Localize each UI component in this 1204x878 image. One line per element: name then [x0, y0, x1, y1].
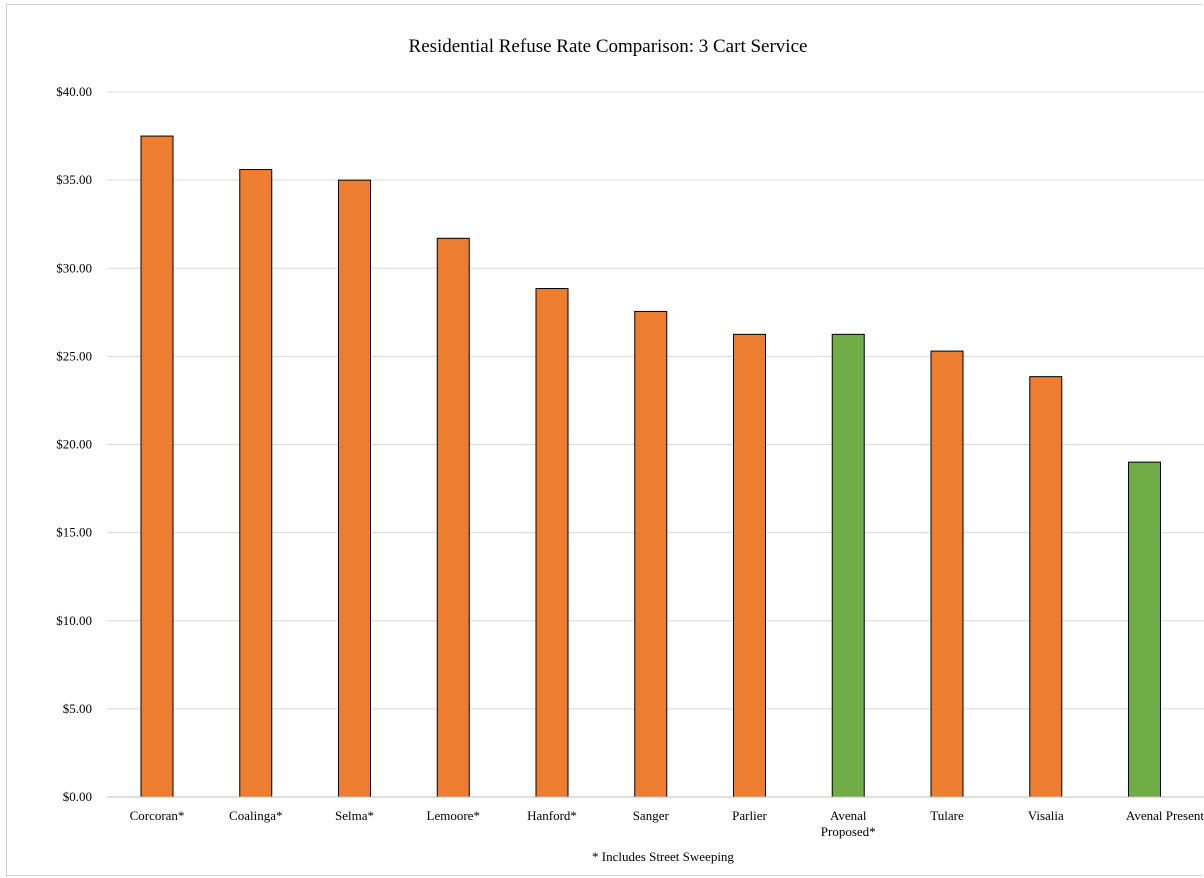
bar [634, 310, 668, 798]
bar [338, 179, 371, 798]
y-tick-label: $0.00 [63, 789, 92, 804]
bar [535, 288, 569, 798]
chart-footnote: * Includes Street Sweeping [592, 849, 734, 864]
y-tick-label: $40.00 [56, 84, 92, 99]
x-category-label: Lemoore* [427, 808, 480, 823]
bar [733, 333, 766, 798]
bar [436, 237, 470, 798]
x-category-label: Avenal Present [1126, 808, 1204, 823]
x-category-label: Selma* [335, 808, 374, 823]
x-category-label: Proposed* [821, 824, 876, 839]
chart-title: Residential Refuse Rate Comparison: 3 Ca… [409, 36, 808, 57]
y-tick-label: $10.00 [56, 613, 92, 628]
y-tick-label: $25.00 [56, 348, 92, 363]
y-tick-label: $15.00 [56, 525, 92, 540]
x-category-label: Avenal [830, 808, 867, 823]
x-category-label: Hanford* [527, 808, 577, 823]
y-tick-label: $30.00 [56, 260, 92, 275]
y-tick-label: $35.00 [56, 172, 92, 187]
x-category-label: Parlier [732, 808, 767, 823]
y-tick-label: $5.00 [63, 701, 92, 716]
x-axis-categories: Corcoran* Coalinga* Selma* Lemoore* Hanford*… [130, 808, 1204, 839]
x-category-label: Visalia [1028, 808, 1064, 823]
x-category-label: Sanger [633, 808, 670, 823]
y-axis-ticks: $0.00 $5.00 $10.00 $15.00 $20.00 $25.00 $30.00… [56, 84, 92, 804]
bars [140, 135, 1161, 798]
x-category-label: Tulare [930, 808, 964, 823]
bar [930, 350, 964, 798]
x-category-label: Coalinga* [229, 808, 282, 823]
bar [239, 169, 273, 798]
chart-frame [6, 4, 1202, 876]
x-category-label: Corcoran* [130, 808, 185, 823]
bar [140, 135, 174, 798]
bar [1128, 461, 1161, 798]
y-tick-label: $20.00 [56, 437, 92, 452]
bar [831, 333, 865, 798]
bar [1029, 376, 1063, 798]
